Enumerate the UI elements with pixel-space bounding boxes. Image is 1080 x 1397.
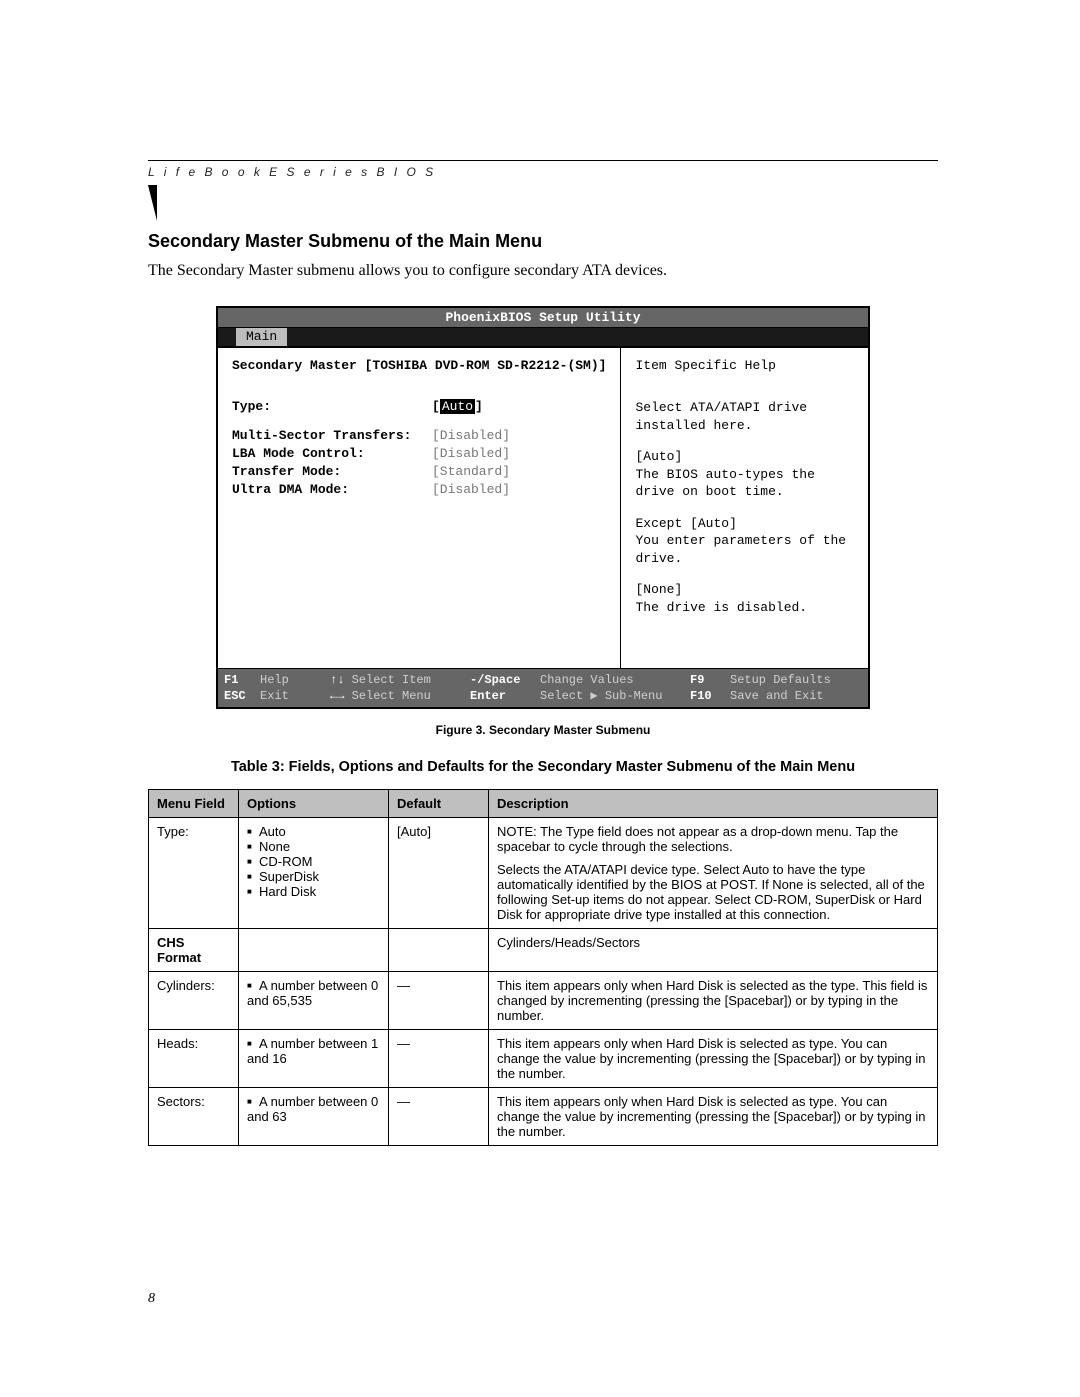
bios-field-label: LBA Mode Control: bbox=[232, 446, 432, 461]
table-row: Heads: A number between 1 and 16 —This ite… bbox=[149, 1030, 938, 1088]
bios-help-block: Select ATA/ATAPI drive installed here. bbox=[635, 399, 854, 434]
table-row: Cylinders: A number between 0 and 65,535 —… bbox=[149, 972, 938, 1030]
option-item: Auto bbox=[247, 824, 380, 839]
bios-title: PhoenixBIOS Setup Utility bbox=[218, 308, 868, 328]
option-item: A number between 0 and 65,535 bbox=[247, 978, 380, 1008]
page-number: 8 bbox=[148, 1291, 155, 1307]
table-row: Type:AutoNoneCD-ROMSuperDiskHard Disk[Au… bbox=[149, 818, 938, 929]
cell-menu-field: Sectors: bbox=[149, 1088, 239, 1146]
bios-left-header: Secondary Master [TOSHIBA DVD-ROM SD-R22… bbox=[232, 358, 606, 373]
th-default: Default bbox=[389, 790, 489, 818]
bios-field-label: Transfer Mode: bbox=[232, 464, 432, 479]
cell-default: — bbox=[389, 972, 489, 1030]
table-row: Sectors: A number between 0 and 63 —This i… bbox=[149, 1088, 938, 1146]
bios-field-value: [Standard] bbox=[432, 464, 510, 479]
option-item: CD-ROM bbox=[247, 854, 380, 869]
table-title: Table 3: Fields, Options and Defaults fo… bbox=[148, 759, 938, 775]
option-item: SuperDisk bbox=[247, 869, 380, 884]
bios-field-row: Multi-Sector Transfers:[Disabled] bbox=[232, 428, 606, 443]
bios-help-block: [None]The drive is disabled. bbox=[635, 581, 854, 616]
bios-field-label: Type: bbox=[232, 399, 432, 414]
th-menu-field: Menu Field bbox=[149, 790, 239, 818]
bios-help-block: Except [Auto]You enter parameters of the… bbox=[635, 515, 854, 568]
bios-field-value: [Disabled] bbox=[432, 446, 510, 461]
bios-field-label: Ultra DMA Mode: bbox=[232, 482, 432, 497]
table-header-row: Menu Field Options Default Description bbox=[149, 790, 938, 818]
option-item: None bbox=[247, 839, 380, 854]
running-head: L i f e B o o k E S e r i e s B I O S bbox=[148, 160, 938, 179]
cell-menu-field: Heads: bbox=[149, 1030, 239, 1088]
bios-tab-main: Main bbox=[236, 328, 287, 346]
option-item: A number between 0 and 63 bbox=[247, 1094, 380, 1124]
bios-field-value: [Disabled] bbox=[432, 482, 510, 497]
cell-description: This item appears only when Hard Disk is… bbox=[489, 1088, 938, 1146]
bios-footer: F1 Help ↑↓ Select Item -/Space Change Va… bbox=[218, 668, 868, 707]
cell-options bbox=[239, 929, 389, 972]
cell-default bbox=[389, 929, 489, 972]
cell-description: Cylinders/Heads/Sectors bbox=[489, 929, 938, 972]
cell-description: NOTE: The Type field does not appear as … bbox=[489, 818, 938, 929]
bios-help-title: Item Specific Help bbox=[635, 358, 854, 373]
th-options: Options bbox=[239, 790, 389, 818]
th-description: Description bbox=[489, 790, 938, 818]
cell-options: AutoNoneCD-ROMSuperDiskHard Disk bbox=[239, 818, 389, 929]
cell-options: A number between 0 and 65,535 bbox=[239, 972, 389, 1030]
bios-field-row: Transfer Mode:[Standard] bbox=[232, 464, 606, 479]
cell-options: A number between 1 and 16 bbox=[239, 1030, 389, 1088]
bios-field-row: Ultra DMA Mode:[Disabled] bbox=[232, 482, 606, 497]
cell-menu-field: CHS Format bbox=[149, 929, 239, 972]
cell-default: — bbox=[389, 1030, 489, 1088]
bios-tabbar: Main bbox=[218, 328, 868, 348]
bios-field-value: [Disabled] bbox=[432, 428, 510, 443]
cell-menu-field: Type: bbox=[149, 818, 239, 929]
table-row: CHS Format Cylinders/Heads/Sectors bbox=[149, 929, 938, 972]
cell-description: This item appears only when Hard Disk is… bbox=[489, 972, 938, 1030]
cell-description: This item appears only when Hard Disk is… bbox=[489, 1030, 938, 1088]
cell-options: A number between 0 and 63 bbox=[239, 1088, 389, 1146]
figure-caption: Figure 3. Secondary Master Submenu bbox=[148, 723, 938, 737]
option-item: A number between 1 and 16 bbox=[247, 1036, 380, 1066]
intro-paragraph: The Secondary Master submenu allows you … bbox=[148, 262, 938, 280]
bios-left-panel: Secondary Master [TOSHIBA DVD-ROM SD-R22… bbox=[218, 348, 621, 668]
cell-default: — bbox=[389, 1088, 489, 1146]
fields-table: Menu Field Options Default Description T… bbox=[148, 789, 938, 1146]
bios-field-row: Type:[Auto] bbox=[232, 399, 606, 414]
bios-field-row: LBA Mode Control:[Disabled] bbox=[232, 446, 606, 461]
bios-field-value: [Auto] bbox=[432, 399, 483, 414]
bios-help-block: [Auto]The BIOS auto-types the drive on b… bbox=[635, 448, 854, 501]
bios-field-label: Multi-Sector Transfers: bbox=[232, 428, 432, 443]
section-title: Secondary Master Submenu of the Main Men… bbox=[148, 231, 938, 252]
bios-screenshot: PhoenixBIOS Setup Utility Main Secondary… bbox=[216, 306, 870, 709]
option-item: Hard Disk bbox=[247, 884, 380, 899]
cell-default: [Auto] bbox=[389, 818, 489, 929]
bios-help-panel: Item Specific Help Select ATA/ATAPI driv… bbox=[621, 348, 868, 668]
cell-menu-field: Cylinders: bbox=[149, 972, 239, 1030]
wedge-decoration bbox=[148, 185, 157, 221]
